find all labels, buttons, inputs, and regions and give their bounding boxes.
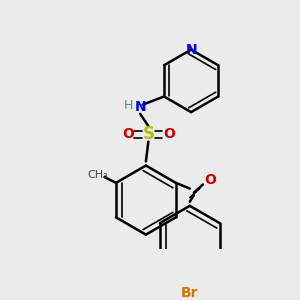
Text: Br: Br [181,286,199,300]
Text: N: N [185,43,197,57]
Text: O: O [122,127,134,141]
Text: O: O [204,173,216,188]
Text: CH₃: CH₃ [88,169,108,180]
Text: S: S [142,125,154,143]
Text: N: N [134,100,146,114]
Text: O: O [163,127,175,141]
Text: H: H [124,99,133,112]
